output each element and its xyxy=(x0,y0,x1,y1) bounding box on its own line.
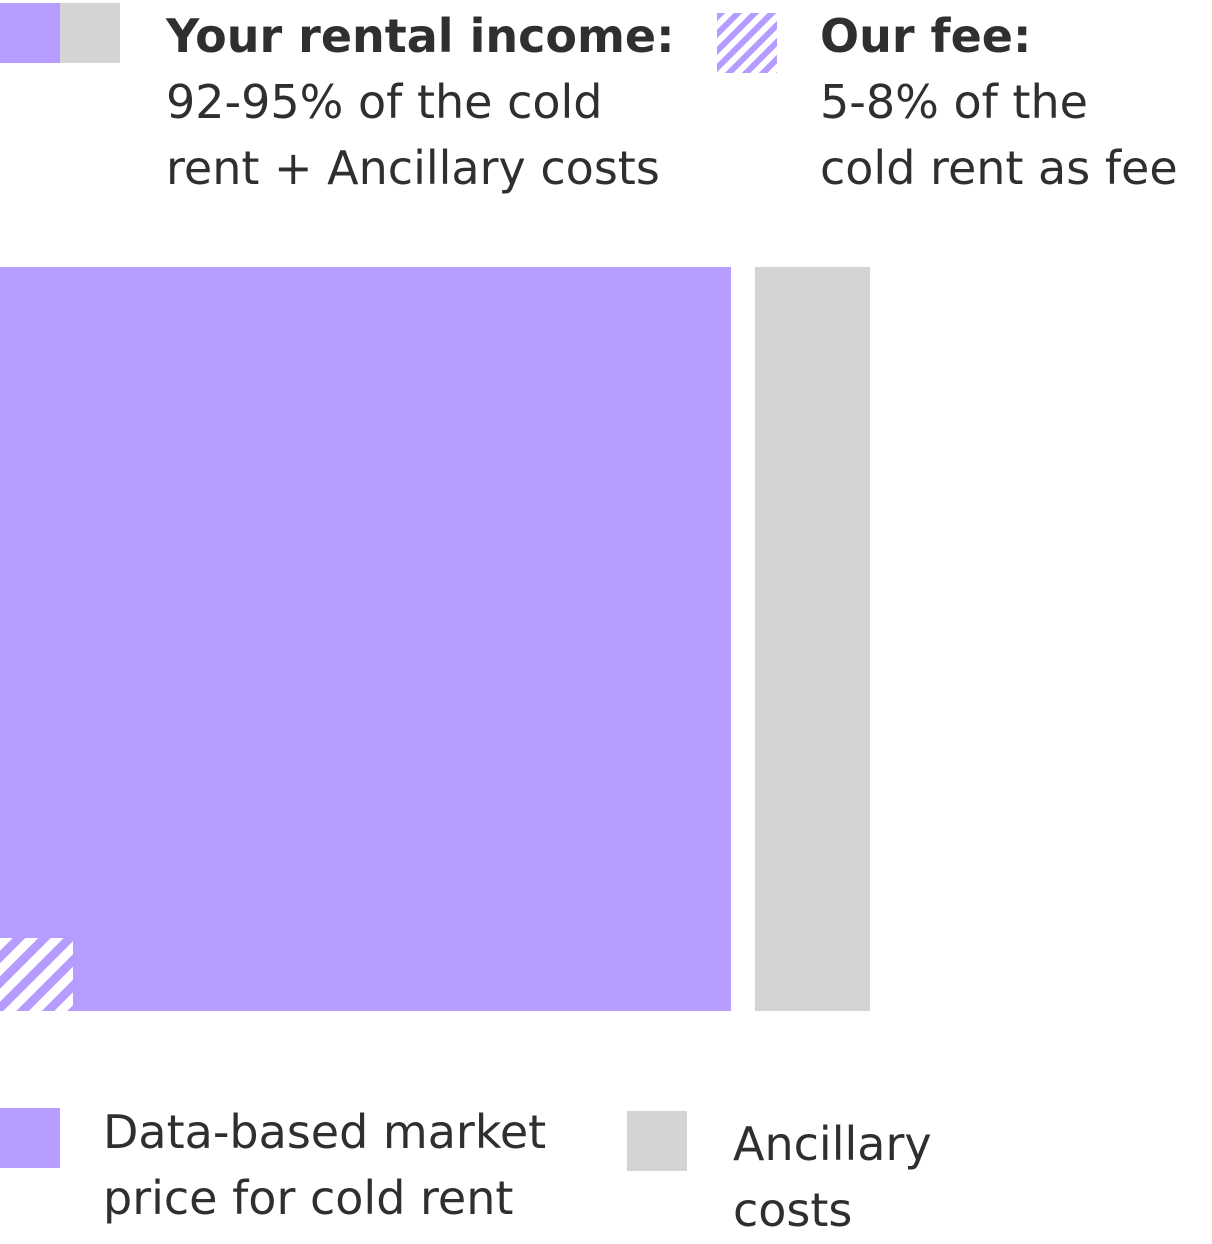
cold-rent-block xyxy=(0,267,731,1011)
cold-rent-legend-swatch xyxy=(0,1108,60,1168)
ancillary-costs-block xyxy=(755,267,870,1011)
rental-income-swatch-ancillary xyxy=(60,3,120,63)
ancillary-legend-swatch xyxy=(627,1111,687,1171)
fee-title: Our fee: xyxy=(820,9,1032,63)
ancillary-legend-label: Ancillary costs xyxy=(733,1117,932,1237)
fee-description: 5-8% of the cold rent as fee xyxy=(820,75,1178,195)
fee-swatch xyxy=(717,13,777,73)
rental-income-swatch-cold-rent xyxy=(0,3,60,63)
fee-hatched-area xyxy=(0,938,73,1011)
rental-income-description: 92-95% of the cold rent + Ancillary cost… xyxy=(166,75,660,195)
cold-rent-legend-label: Data-based market price for cold rent xyxy=(103,1105,547,1225)
rental-income-title: Your rental income: xyxy=(166,9,675,63)
